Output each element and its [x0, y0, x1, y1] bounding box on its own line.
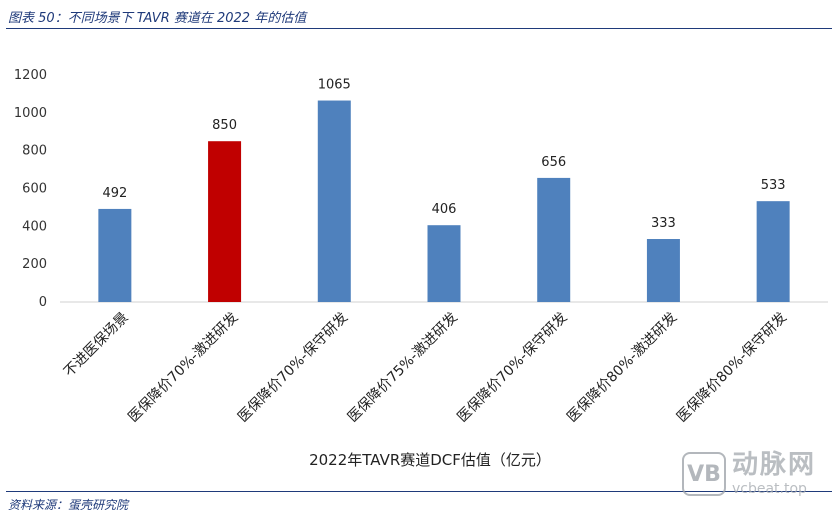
category-label: 医保降价80%-保守研发	[674, 310, 790, 426]
source-note: 资料来源：蛋壳研究院	[8, 498, 129, 512]
figure-title: 图表 50：不同场景下 TAVR 赛道在 2022 年的估值	[8, 11, 307, 26]
category-label: 医保降价70%-激进研发	[125, 309, 242, 426]
bar	[427, 225, 461, 302]
data-labels: 492 850 1065 406 656 333 533	[102, 78, 785, 231]
y-tick-label: 600	[22, 182, 47, 197]
bars	[98, 100, 790, 302]
data-label: 406	[432, 202, 457, 217]
data-label: 333	[651, 216, 676, 231]
watermark: VB 动脉网 vcbeat.top	[681, 450, 816, 497]
bar	[756, 201, 790, 302]
data-label: 850	[212, 118, 237, 133]
y-tick-label: 400	[22, 219, 47, 234]
bar-chart: 0 200 400 600 800 1000 1200 492 850 1065 406 656 33…	[14, 68, 828, 469]
watermark-brand-en: vcbeat.top	[731, 481, 807, 497]
bottom-divider	[6, 491, 832, 492]
y-tick-label: 1200	[14, 68, 47, 83]
watermark-logo: VB	[681, 452, 726, 496]
y-tick-label: 1000	[14, 106, 47, 121]
bar	[646, 239, 680, 302]
category-labels: 不进医保场景医保降价70%-激进研发医保降价70%-保守研发医保降价75%-激进…	[61, 309, 790, 426]
category-label: 医保降价70%-保守研发	[454, 310, 570, 426]
data-label: 533	[761, 178, 786, 193]
data-label: 492	[102, 186, 127, 201]
bar	[98, 208, 132, 302]
category-label: 医保降价70%-保守研发	[235, 310, 351, 426]
y-tick-label: 200	[22, 257, 47, 272]
category-label: 医保降价75%-激进研发	[344, 309, 461, 426]
bar	[537, 177, 571, 302]
y-tick-label: 800	[22, 144, 47, 159]
data-label: 656	[541, 155, 566, 170]
bar	[317, 100, 351, 302]
bar	[208, 141, 242, 302]
y-axis-ticks: 0 200 400 600 800 1000 1200	[14, 68, 47, 310]
x-axis-title: 2022年TAVR赛道DCF估值（亿元）	[309, 451, 551, 469]
category-label: 不进医保场景	[61, 310, 132, 381]
data-label: 1065	[318, 78, 351, 93]
y-tick-label: 0	[39, 295, 47, 310]
watermark-brand-cn: 动脉网	[731, 450, 816, 480]
category-label: 医保降价80%-激进研发	[563, 309, 680, 426]
top-divider	[6, 28, 832, 29]
